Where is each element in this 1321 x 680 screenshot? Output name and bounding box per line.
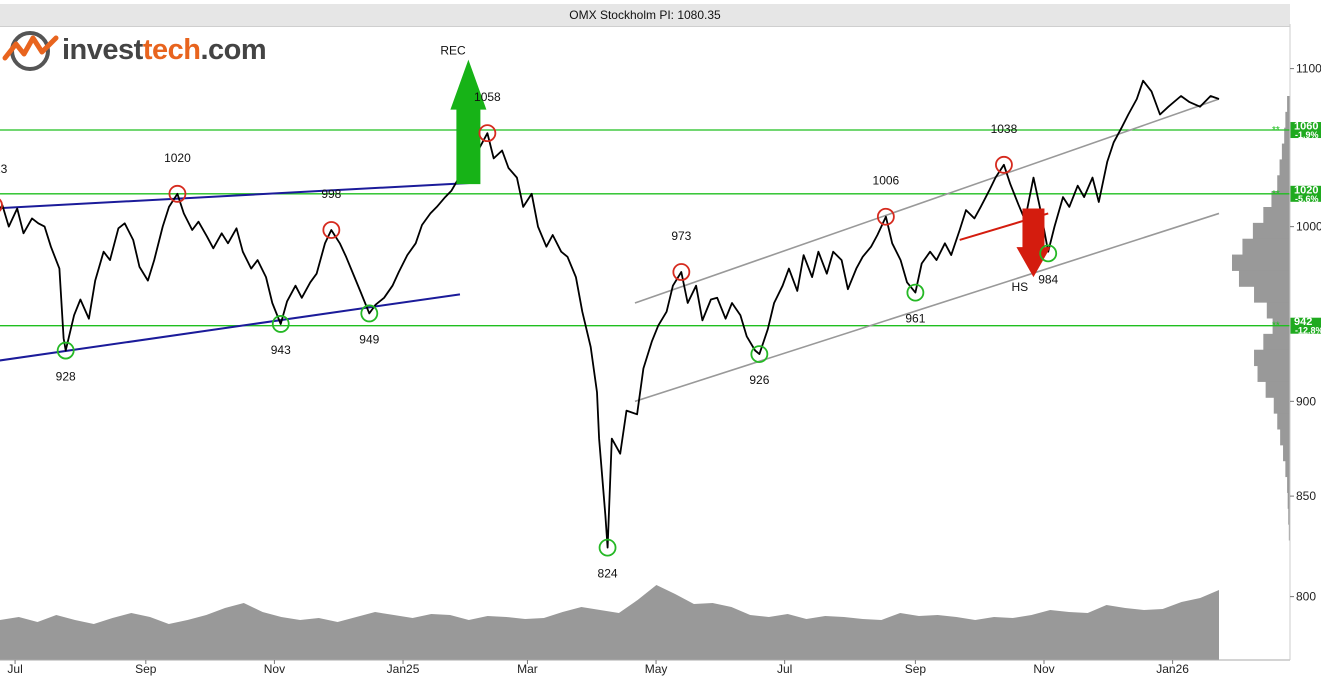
x-tick-label: Sep xyxy=(135,662,157,676)
volume-profile-bar xyxy=(1287,476,1290,493)
level-stars: ** xyxy=(1272,189,1280,200)
volume-profile-bar xyxy=(1285,111,1290,129)
volume-profile-bar xyxy=(1284,127,1290,145)
volume-profile-bar xyxy=(1266,302,1290,319)
volume-profile-bar xyxy=(1263,333,1290,351)
bottom-value-label: 824 xyxy=(598,567,618,581)
top-value-label: 1013 xyxy=(0,162,8,176)
level-stars: ** xyxy=(1272,321,1280,332)
volume-profile-bar xyxy=(1281,143,1290,160)
volume-profile-bar xyxy=(1280,429,1290,446)
trend-line-channel-bottom xyxy=(634,212,1220,403)
bottom-value-label: 928 xyxy=(56,370,76,384)
logo-wordmark: investtech.com xyxy=(62,34,267,66)
trend-line-rising-wedge-top xyxy=(0,181,479,210)
volume-profile-bar xyxy=(1254,349,1290,367)
trend-line-rising-wedge-bottom xyxy=(0,293,461,362)
x-tick-label: Nov xyxy=(1033,662,1054,676)
volume-profile-bar xyxy=(1288,508,1290,525)
bottom-value-label: 949 xyxy=(359,332,379,346)
level-badge xyxy=(1290,122,1321,139)
bottom-marker xyxy=(360,304,379,323)
x-tick-label: Nov xyxy=(264,662,285,676)
top-marker xyxy=(168,184,187,203)
bottom-value-label: 926 xyxy=(749,373,769,387)
y-tick-label: 1000 xyxy=(1296,220,1321,234)
top-marker xyxy=(995,155,1013,174)
volume-profile-bar xyxy=(1285,460,1290,478)
bottom-value-label: 943 xyxy=(271,343,291,357)
sell-signal-arrow-icon xyxy=(1016,208,1051,278)
volume-profile-bar xyxy=(1252,222,1290,240)
volume-profile-bar xyxy=(1277,175,1290,192)
level-badge xyxy=(1290,185,1321,202)
volume-profile-bar xyxy=(1263,207,1290,224)
x-tick-label: Jan26 xyxy=(1156,662,1189,676)
bottom-value-label: 984 xyxy=(1038,272,1058,286)
bottom-marker xyxy=(598,538,617,557)
buy-signal-arrow-icon xyxy=(450,59,487,185)
logo-icon xyxy=(2,31,59,71)
bottom-marker xyxy=(750,345,769,364)
top-value-label: 998 xyxy=(321,187,341,201)
volume-area xyxy=(0,585,1219,660)
x-tick-label: May xyxy=(645,662,668,676)
x-tick-label: Jul xyxy=(777,662,792,676)
x-tick-label: Jul xyxy=(7,662,22,676)
y-tick-label: 800 xyxy=(1296,590,1316,604)
x-tick-label: Jan25 xyxy=(387,662,420,676)
volume-profile-bar xyxy=(1238,270,1290,287)
signal-label: REC xyxy=(440,44,466,58)
x-tick-label: Mar xyxy=(517,662,538,676)
level-percent: -1.9% xyxy=(1295,130,1319,140)
volume-profile-bar xyxy=(1273,397,1290,414)
x-tick-label: Sep xyxy=(905,662,927,676)
top-marker xyxy=(672,263,691,281)
top-value-label: 1058 xyxy=(474,90,501,104)
y-tick-label: 1100 xyxy=(1296,62,1321,76)
level-percent: -5.6% xyxy=(1295,194,1319,204)
y-tick-label: 850 xyxy=(1296,489,1316,503)
volume-profile-bar xyxy=(1287,492,1290,509)
bottom-marker xyxy=(271,315,290,333)
top-value-label: 1038 xyxy=(991,122,1018,136)
level-label: 1060 xyxy=(1294,121,1318,133)
top-marker xyxy=(0,198,3,212)
volume-profile-bar xyxy=(1287,96,1290,113)
volume-profile-bar xyxy=(1254,286,1290,303)
level-badge xyxy=(1290,317,1321,334)
top-value-label: 1020 xyxy=(164,151,191,165)
volume-profile-bar xyxy=(1271,191,1290,208)
volume-profile-bar xyxy=(1265,381,1290,398)
price-line xyxy=(0,79,1220,549)
trend-line-channel-top xyxy=(634,98,1220,304)
bottom-marker xyxy=(1039,244,1058,263)
level-label: 942 xyxy=(1294,316,1312,328)
volume-profile-bar xyxy=(1283,444,1290,462)
top-marker xyxy=(478,124,497,143)
level-stars: ** xyxy=(1272,125,1280,136)
chart-title: OMX Stockholm PI: 1080.35 xyxy=(569,8,721,22)
volume-profile-bar xyxy=(1242,238,1290,256)
signal-label: HS xyxy=(1011,280,1028,294)
top-marker xyxy=(876,207,895,226)
level-label: 1020 xyxy=(1294,184,1318,196)
volume-profile-bar xyxy=(1232,254,1290,271)
y-tick-label: 900 xyxy=(1296,394,1316,408)
bottom-value-label: 961 xyxy=(905,312,925,326)
chart-title-bar xyxy=(0,4,1290,27)
volume-profile-bar xyxy=(1257,365,1290,382)
volume-profile-bar xyxy=(1277,413,1290,430)
bottom-marker xyxy=(56,341,75,360)
volume-profile-bar xyxy=(1279,159,1290,176)
bottom-marker xyxy=(906,283,925,302)
level-percent: -12.8% xyxy=(1295,326,1321,336)
top-value-label: 973 xyxy=(671,229,691,243)
top-marker xyxy=(322,221,341,239)
top-value-label: 1006 xyxy=(873,174,900,188)
volume-profile-bar xyxy=(1288,524,1290,541)
